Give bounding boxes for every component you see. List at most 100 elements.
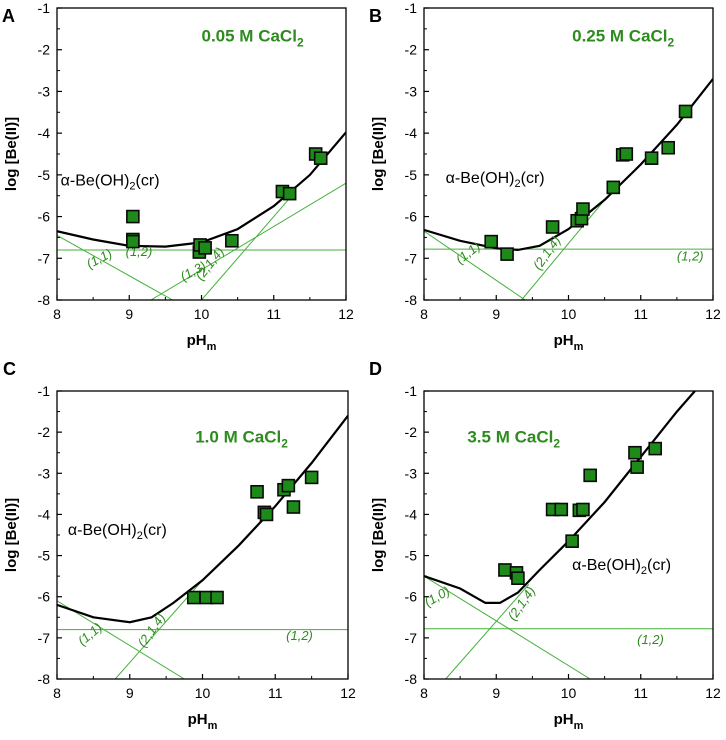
data-point xyxy=(678,104,693,119)
y-tick-label: -6 xyxy=(38,589,51,605)
species-line xyxy=(150,182,346,300)
concentration-title: 1.0 M CaCl2 xyxy=(195,427,288,450)
species-label: (1,2) xyxy=(677,248,704,263)
y-tick-label: -4 xyxy=(38,125,51,141)
data-point xyxy=(250,484,264,499)
y-axis-label: log [Be(II)] xyxy=(370,117,387,191)
solubility-curve xyxy=(424,78,713,252)
data-point xyxy=(661,140,676,155)
species-label: (1,1) xyxy=(453,239,483,267)
panel-letter: C xyxy=(3,359,16,379)
x-axis-label: pHm xyxy=(188,711,218,732)
y-tick-label: -5 xyxy=(405,548,418,564)
data-point xyxy=(554,502,569,517)
y-tick-label: -2 xyxy=(405,424,418,440)
species-label: (2,1,4) xyxy=(134,610,168,649)
y-tick-label: -3 xyxy=(405,465,418,481)
y-tick-label: -8 xyxy=(405,292,418,308)
data-point xyxy=(186,590,201,605)
species-line xyxy=(57,234,173,300)
data-point xyxy=(198,241,212,255)
x-axis-label: pHm xyxy=(554,332,584,353)
solubility-curve xyxy=(424,391,696,604)
species-line xyxy=(201,191,296,300)
y-tick-label: -2 xyxy=(38,424,51,440)
x-tick-label: 9 xyxy=(125,306,133,322)
phase-label: α-Be(OH)2(cr) xyxy=(446,170,545,190)
y-tick-label: -3 xyxy=(38,83,51,99)
data-point xyxy=(281,478,296,493)
x-tick-label: 8 xyxy=(53,685,61,701)
x-tick-label: 8 xyxy=(420,685,428,701)
y-tick-label: -2 xyxy=(38,42,51,58)
panel-letter: B xyxy=(369,6,382,26)
species-label: (1,2) xyxy=(286,628,313,643)
data-point xyxy=(259,507,274,522)
species-line xyxy=(57,600,185,679)
data-point xyxy=(619,147,634,161)
y-tick-label: -7 xyxy=(405,630,418,646)
x-tick-label: 11 xyxy=(633,685,648,701)
y-tick-label: -2 xyxy=(405,42,418,58)
x-tick-label: 10 xyxy=(195,685,211,701)
x-axis-label: pHm xyxy=(554,711,584,732)
x-tick-label: 12 xyxy=(338,306,354,322)
data-point xyxy=(576,502,590,517)
concentration-title: 0.05 M CaCl2 xyxy=(202,26,304,49)
panel-letter: D xyxy=(369,359,382,379)
x-tick-label: 8 xyxy=(53,306,61,322)
x-tick-label: 10 xyxy=(561,306,577,322)
data-point xyxy=(565,534,579,548)
species-line xyxy=(424,575,591,679)
y-tick-label: -1 xyxy=(405,0,418,16)
data-point xyxy=(282,186,297,201)
data-point xyxy=(500,247,514,261)
panel-a: A(1,1) (1,2)(1,3)(2,1,4)8 9 10 11 12-1-2-3-4-… xyxy=(2,0,354,353)
x-tick-label: 8 xyxy=(420,306,428,322)
y-tick-label: -6 xyxy=(405,209,418,225)
data-point xyxy=(606,180,621,195)
y-tick-label: -4 xyxy=(38,506,51,522)
panel-b: B (1,1) (2,1,4) (1,2) 8 9 10 11 12 -1 -2 -3 -4 -5 -6 -7… xyxy=(369,0,721,353)
data-point xyxy=(225,233,239,248)
data-point xyxy=(630,460,644,474)
x-tick-label: 11 xyxy=(633,306,648,322)
species-line xyxy=(424,230,526,300)
data-point xyxy=(126,234,140,249)
species-label: (2,1,4) xyxy=(530,233,564,272)
y-tick-label: -8 xyxy=(38,292,51,308)
panel-c: C (1,1) (2,1,4) (1,2) 8 9 10 11 12 -1 -2 -3 -4 -5 -6 -7… xyxy=(3,359,356,732)
y-tick-label: -6 xyxy=(405,589,418,605)
y-tick-label: -5 xyxy=(405,167,418,183)
y-tick-label: -7 xyxy=(405,250,418,266)
species-line xyxy=(445,584,530,679)
x-tick-label: 11 xyxy=(266,306,281,322)
y-tick-label: -6 xyxy=(38,209,51,225)
data-point xyxy=(484,234,498,249)
phase-label: α-Be(OH)2(cr) xyxy=(572,557,671,577)
data-point xyxy=(545,220,560,234)
concentration-title: 0.25 M CaCl2 xyxy=(572,26,674,49)
concentration-title: 3.5 M CaCl2 xyxy=(467,427,560,450)
y-tick-label: -1 xyxy=(405,383,418,399)
y-axis-label: log [Be(II)] xyxy=(3,117,20,191)
x-tick-label: 10 xyxy=(561,685,577,701)
y-tick-label: -7 xyxy=(38,250,51,266)
x-tick-label: 12 xyxy=(705,306,721,322)
data-point xyxy=(304,470,319,485)
y-tick-label: -8 xyxy=(38,671,51,687)
data-point xyxy=(628,445,642,460)
data-point xyxy=(286,500,301,514)
species-line xyxy=(521,199,606,300)
x-axis-label: pHm xyxy=(187,332,217,353)
x-tick-label: 9 xyxy=(126,685,134,701)
phase-label: α-Be(OH)2(cr) xyxy=(68,522,167,542)
species-label: (2,1,4) xyxy=(504,584,538,623)
y-tick-label: -1 xyxy=(38,0,51,16)
y-tick-label: -5 xyxy=(38,167,51,183)
y-tick-label: -4 xyxy=(405,506,418,522)
data-point xyxy=(576,202,590,216)
x-tick-label: 12 xyxy=(340,685,356,701)
species-label: (1,2) xyxy=(637,632,664,647)
